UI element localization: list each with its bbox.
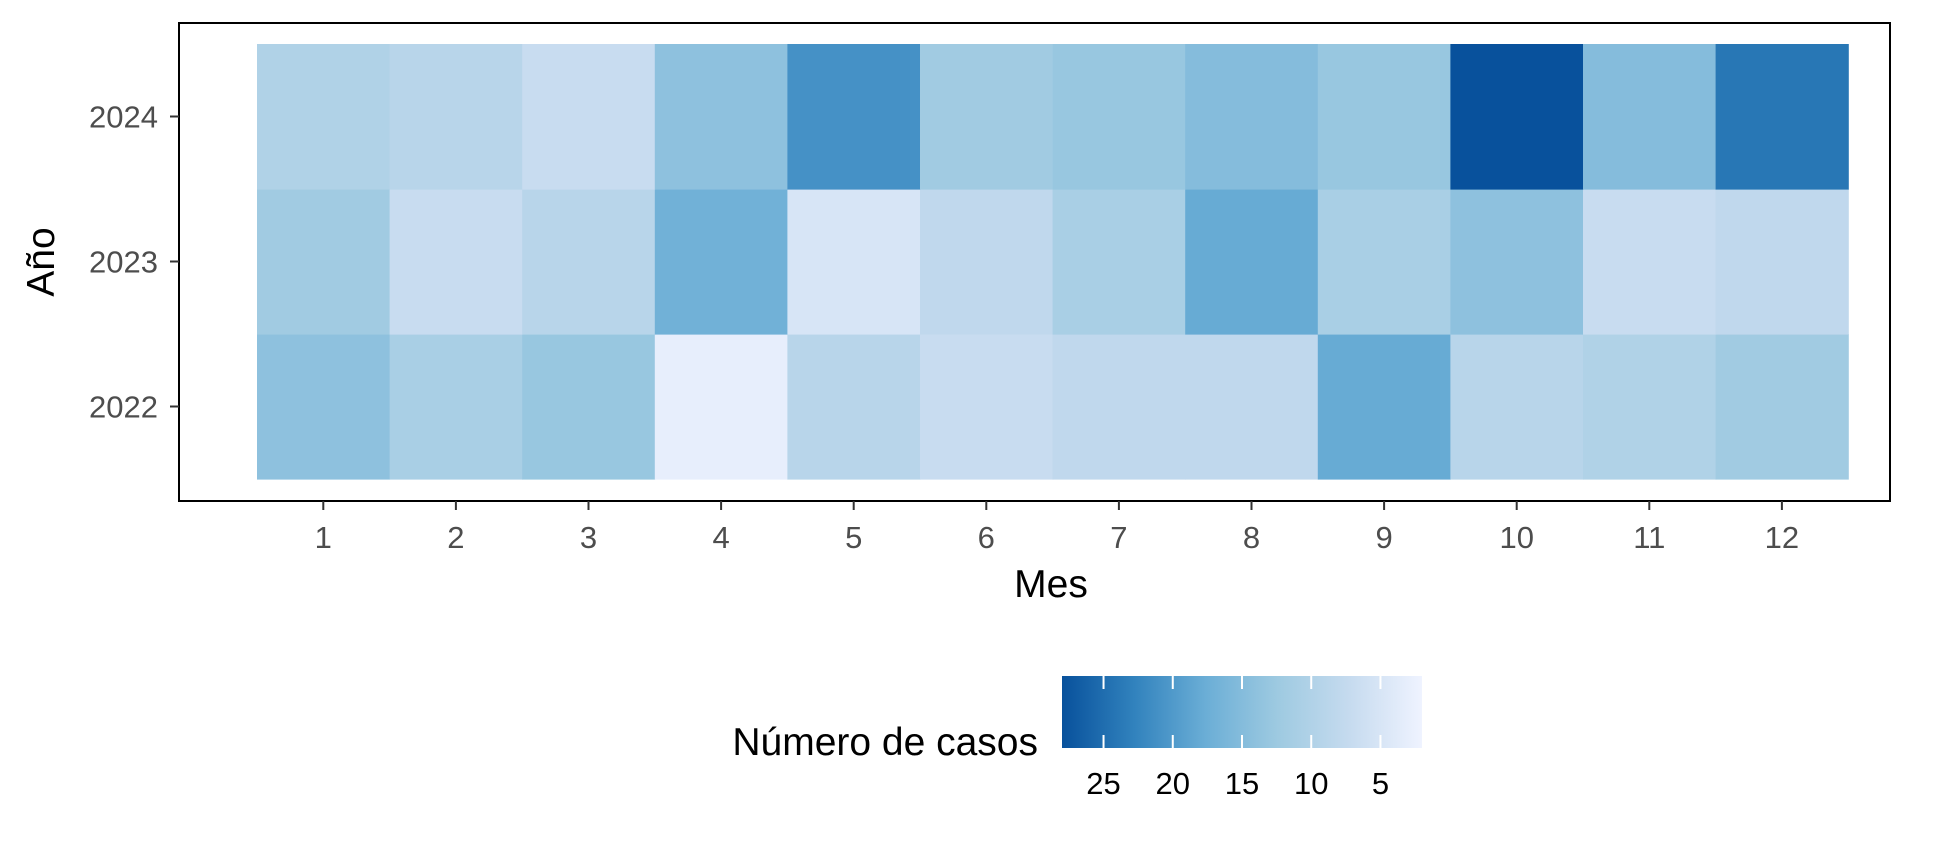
x-tick-label: 11 bbox=[1633, 520, 1665, 555]
heatmap-cell-2024-3 bbox=[522, 44, 656, 190]
x-tick-label: 3 bbox=[580, 520, 597, 555]
y-tick-label: 2024 bbox=[89, 100, 158, 135]
heatmap-cell-2023-10 bbox=[1450, 189, 1584, 335]
heatmap-cell-2023-3 bbox=[522, 189, 656, 335]
legend-tick-label: 5 bbox=[1372, 766, 1389, 801]
heatmap-cell-2023-7 bbox=[1052, 189, 1186, 335]
legend-ticks: 25 20 15 10 5 bbox=[1086, 676, 1389, 801]
heatmap-cell-2024-7 bbox=[1052, 44, 1186, 190]
x-tick-label: 7 bbox=[1110, 520, 1127, 555]
heatmap-cell-2022-8 bbox=[1185, 334, 1319, 480]
heatmap-cell-2024-12 bbox=[1715, 44, 1849, 190]
y-tick-label: 2022 bbox=[89, 390, 158, 425]
heatmap-cell-2024-1 bbox=[257, 44, 391, 190]
x-axis: 1 2 3 4 5 6 7 8 9 10 11 12 bbox=[315, 501, 1799, 555]
heatmap-cell-2024-4 bbox=[654, 44, 788, 190]
x-tick-label: 9 bbox=[1375, 520, 1392, 555]
legend-tick-label: 25 bbox=[1086, 766, 1120, 801]
heatmap-cell-2023-6 bbox=[920, 189, 1054, 335]
heatmap-cell-2022-7 bbox=[1052, 334, 1186, 480]
x-tick-label: 6 bbox=[978, 520, 995, 555]
legend: Número de casos 25 20 15 10 5 bbox=[732, 676, 1422, 801]
heatmap-cell-2022-3 bbox=[522, 334, 656, 480]
heatmap-cell-2022-11 bbox=[1583, 334, 1717, 480]
heatmap-cell-2022-6 bbox=[920, 334, 1054, 480]
heatmap-cell-2024-11 bbox=[1583, 44, 1717, 190]
legend-tick-label: 20 bbox=[1156, 766, 1190, 801]
x-tick-label: 1 bbox=[315, 520, 332, 555]
heatmap-cell-2024-6 bbox=[920, 44, 1054, 190]
heatmap-cell-2022-5 bbox=[787, 334, 921, 480]
heatmap-cell-2024-5 bbox=[787, 44, 921, 190]
legend-tick-label: 10 bbox=[1294, 766, 1328, 801]
x-tick-label: 10 bbox=[1499, 520, 1533, 555]
heatmap-cell-2023-8 bbox=[1185, 189, 1319, 335]
heatmap-cell-2023-2 bbox=[389, 189, 523, 335]
heatmap-cell-2022-2 bbox=[389, 334, 523, 480]
heatmap-cell-2022-10 bbox=[1450, 334, 1584, 480]
heatmap-cells bbox=[257, 44, 1849, 480]
x-tick-label: 12 bbox=[1765, 520, 1799, 555]
heatmap-cell-2022-1 bbox=[257, 334, 391, 480]
heatmap-cell-2022-9 bbox=[1317, 334, 1451, 480]
y-axis: 2022 2023 2024 bbox=[89, 100, 179, 425]
legend-tick-label: 15 bbox=[1225, 766, 1259, 801]
x-tick-label: 8 bbox=[1243, 520, 1260, 555]
heatmap-cell-2022-12 bbox=[1715, 334, 1849, 480]
heatmap-cell-2024-8 bbox=[1185, 44, 1319, 190]
y-tick-label: 2023 bbox=[89, 245, 158, 280]
heatmap-cell-2023-1 bbox=[257, 189, 391, 335]
heatmap-cell-2023-5 bbox=[787, 189, 921, 335]
x-tick-label: 5 bbox=[845, 520, 862, 555]
x-tick-label: 4 bbox=[712, 520, 729, 555]
heatmap-cell-2024-10 bbox=[1450, 44, 1584, 190]
heatmap-cell-2023-4 bbox=[654, 189, 788, 335]
x-axis-title: Mes bbox=[1014, 563, 1088, 606]
heatmap-cell-2023-12 bbox=[1715, 189, 1849, 335]
x-tick-label: 2 bbox=[447, 520, 464, 555]
heatmap-cell-2023-9 bbox=[1317, 189, 1451, 335]
heatmap-cell-2024-2 bbox=[389, 44, 523, 190]
heatmap-cell-2024-9 bbox=[1317, 44, 1451, 190]
heatmap-cell-2022-4 bbox=[654, 334, 788, 480]
heatmap-cell-2023-11 bbox=[1583, 189, 1717, 335]
y-axis-title: Año bbox=[20, 227, 63, 296]
legend-title: Número de casos bbox=[732, 721, 1038, 764]
